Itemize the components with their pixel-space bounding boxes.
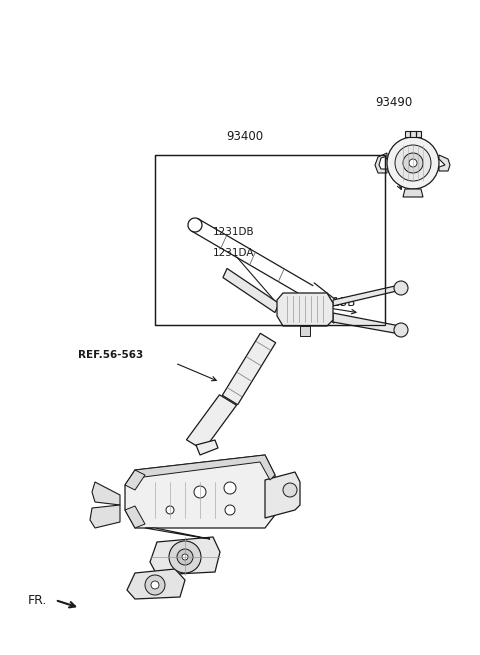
Circle shape: [283, 483, 297, 497]
Text: 93490: 93490: [375, 96, 412, 109]
Text: FR.: FR.: [28, 593, 48, 607]
Polygon shape: [375, 153, 387, 173]
Polygon shape: [150, 537, 220, 575]
Polygon shape: [125, 470, 145, 490]
Circle shape: [194, 486, 206, 498]
Circle shape: [182, 554, 188, 560]
Circle shape: [166, 506, 174, 514]
Polygon shape: [222, 333, 276, 405]
Polygon shape: [405, 131, 421, 137]
Circle shape: [387, 137, 439, 189]
Text: 93400: 93400: [227, 130, 264, 143]
Circle shape: [403, 153, 423, 173]
Polygon shape: [127, 569, 185, 599]
Polygon shape: [277, 293, 333, 326]
Text: 93415B: 93415B: [310, 297, 355, 310]
Polygon shape: [145, 528, 210, 539]
Circle shape: [394, 323, 408, 337]
Polygon shape: [135, 455, 275, 480]
Polygon shape: [196, 440, 218, 455]
Circle shape: [409, 159, 417, 167]
Polygon shape: [92, 482, 120, 505]
Polygon shape: [125, 455, 275, 528]
Circle shape: [394, 281, 408, 295]
Polygon shape: [439, 155, 450, 171]
Text: 1231DB: 1231DB: [213, 227, 254, 237]
Polygon shape: [300, 326, 310, 336]
Text: 1231DA: 1231DA: [213, 248, 254, 258]
Circle shape: [224, 482, 236, 494]
Polygon shape: [90, 505, 120, 528]
Polygon shape: [333, 313, 400, 334]
Polygon shape: [265, 472, 300, 518]
Circle shape: [177, 549, 193, 565]
Circle shape: [225, 505, 235, 515]
Circle shape: [169, 541, 201, 573]
Polygon shape: [333, 286, 401, 306]
Circle shape: [395, 145, 431, 181]
Circle shape: [151, 581, 159, 589]
Polygon shape: [186, 395, 237, 450]
Polygon shape: [403, 189, 423, 197]
Circle shape: [145, 575, 165, 595]
Text: REF.56-563: REF.56-563: [78, 350, 143, 360]
Polygon shape: [125, 506, 145, 528]
Polygon shape: [223, 269, 279, 312]
